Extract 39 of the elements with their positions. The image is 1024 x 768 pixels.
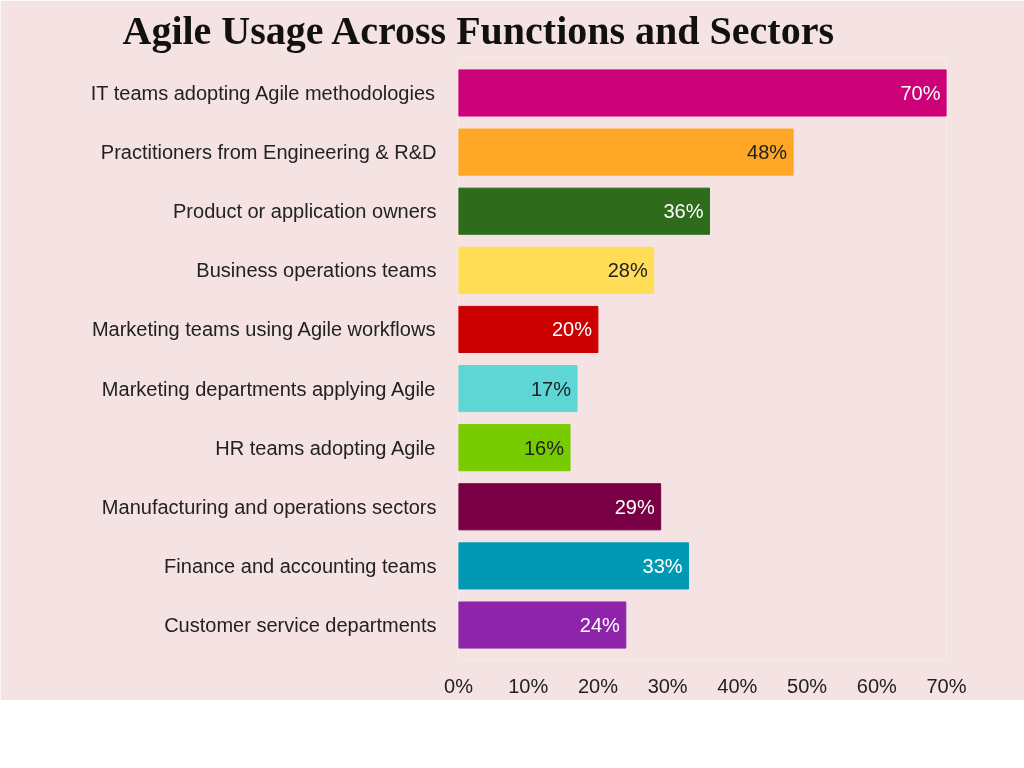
x-tick-label: 10% [508, 674, 549, 697]
x-tick-label: 70% [926, 674, 967, 697]
data-label: 24% [579, 614, 621, 637]
bar [458, 305, 599, 353]
data-label: 17% [530, 377, 572, 400]
x-tick-label: 20% [577, 674, 619, 697]
bar [458, 69, 947, 117]
x-tick-label: 30% [647, 674, 688, 697]
data-label: 28% [607, 259, 648, 282]
data-label: 29% [614, 495, 655, 518]
y-tick-label: Marketing teams using Agile workflows [91, 318, 436, 341]
bar [458, 424, 571, 472]
bar [458, 601, 627, 649]
y-tick-label: Customer service departments [164, 614, 437, 637]
y-tick-label: Product or application owners [173, 200, 437, 223]
data-label: 48% [747, 141, 788, 164]
data-label: 16% [524, 436, 565, 459]
y-tick-label: Manufacturing and operations sectors [101, 495, 437, 518]
data-label: 36% [663, 200, 704, 223]
x-tick-label: 50% [787, 674, 828, 697]
x-tick-label: 60% [856, 674, 898, 697]
data-label: 70% [900, 81, 941, 104]
data-label: 20% [551, 318, 593, 341]
y-tick-label: Marketing departments applying Agile [101, 377, 436, 400]
bar [458, 187, 710, 235]
y-tick-label: Practitioners from Engineering & R&D [100, 141, 437, 164]
bar [458, 365, 578, 413]
bar [458, 246, 655, 294]
y-tick-label: HR teams adopting Agile [215, 436, 436, 459]
bar [458, 128, 794, 176]
y-tick-label: IT teams adopting Agile methodologies [90, 81, 436, 104]
chart-title: Agile Usage Across Functions and Sectors [122, 7, 834, 53]
bar [458, 542, 690, 590]
data-label: 33% [642, 554, 683, 577]
x-tick-label: 40% [717, 674, 758, 697]
x-tick-label: 0% [444, 674, 474, 697]
y-tick-label: Finance and accounting teams [164, 554, 437, 577]
bar [458, 483, 662, 531]
y-tick-label: Business operations teams [196, 259, 437, 282]
